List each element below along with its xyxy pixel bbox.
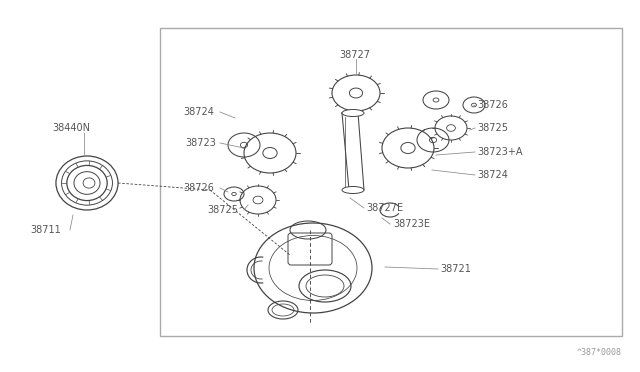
- Text: 38725: 38725: [477, 123, 508, 133]
- Text: 38723E: 38723E: [393, 219, 430, 229]
- Bar: [160, 28, 622, 336]
- Text: 38727: 38727: [339, 50, 370, 60]
- Ellipse shape: [342, 186, 364, 193]
- Text: 38725: 38725: [207, 205, 238, 215]
- Text: 38726: 38726: [183, 183, 214, 193]
- Text: 38723: 38723: [185, 138, 216, 148]
- Text: ^387*0008: ^387*0008: [577, 348, 622, 357]
- Polygon shape: [342, 113, 364, 190]
- Ellipse shape: [342, 109, 364, 116]
- Text: 38724: 38724: [477, 170, 508, 180]
- Text: 38440N: 38440N: [52, 123, 90, 133]
- Text: 38711: 38711: [30, 225, 61, 235]
- Text: 38727E: 38727E: [366, 203, 403, 213]
- Text: 38723+A: 38723+A: [477, 147, 522, 157]
- Text: 38724: 38724: [183, 107, 214, 117]
- Text: 38726: 38726: [477, 100, 508, 110]
- Text: 38721: 38721: [440, 264, 471, 274]
